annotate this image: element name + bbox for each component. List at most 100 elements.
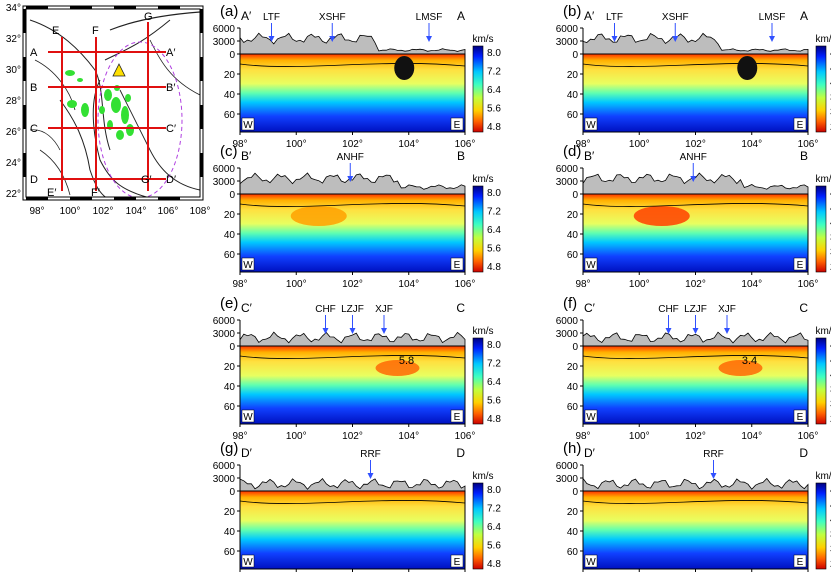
fault-arrowhead	[724, 328, 730, 334]
profile-letter: G	[144, 11, 153, 23]
x-tick-label: 104°	[741, 431, 762, 442]
west-label: W	[243, 120, 253, 131]
profile-start-label: B′	[584, 149, 595, 163]
lon-label: 98°	[29, 206, 44, 217]
east-label: E	[454, 260, 461, 271]
fault-label: LZJF	[341, 304, 364, 315]
colorbar-tick-label: 8.0	[487, 485, 501, 496]
fault-arrowhead	[381, 328, 387, 334]
x-tick-label: 100°	[629, 139, 650, 150]
elevation-tick-label: 3000	[556, 474, 579, 485]
x-tick-label: 98°	[575, 139, 590, 150]
x-tick-label: 102°	[342, 279, 363, 290]
depth-tick-label: 20	[224, 70, 236, 81]
west-label: W	[586, 120, 596, 131]
profile-letter: C	[30, 123, 38, 135]
east-label: E	[454, 120, 461, 131]
profile-end-label: C	[799, 301, 808, 315]
lon-label: 108°	[190, 206, 210, 217]
x-tick-label: 106°	[455, 431, 476, 442]
fault-line	[119, 89, 200, 191]
topography	[582, 32, 809, 55]
profile-start-label: A′	[584, 9, 595, 23]
colorbar-title: km/s	[815, 34, 831, 45]
depth-tick-label: 40	[567, 230, 579, 241]
profile-letter: B	[30, 82, 37, 94]
colorbar	[472, 185, 484, 273]
fault-line	[92, 79, 149, 197]
x-tick-label: 104°	[741, 279, 762, 290]
colorbar-title: km/s	[472, 326, 493, 337]
velocity-section	[239, 53, 466, 133]
colorbar-title: km/s	[815, 326, 831, 337]
east-box	[793, 257, 807, 271]
fault-arrowhead	[672, 36, 679, 42]
east-label: E	[454, 412, 461, 423]
topography	[239, 172, 466, 195]
topography	[239, 331, 466, 347]
colorbar-tick-label: 6.4	[487, 377, 501, 388]
elevation-tick-label: 6000	[556, 316, 579, 327]
x-tick-label: 98°	[575, 431, 590, 442]
fault-label: RRF	[703, 449, 724, 460]
colorbar-title: km/s	[472, 34, 493, 45]
colorbar-tick-label: 8.0	[487, 48, 501, 59]
x-tick-label: 106°	[798, 431, 819, 442]
colorbar-tick-label: 7.2	[487, 504, 501, 515]
x-tick-label: 102°	[685, 279, 706, 290]
fault-label: LZJF	[684, 304, 707, 315]
east-box	[450, 117, 464, 131]
east-box	[793, 117, 807, 131]
x-tick-label: 98°	[232, 279, 247, 290]
depth-tick-label: 20	[224, 362, 236, 373]
velocity-section	[582, 53, 809, 133]
west-label: W	[586, 260, 596, 271]
west-box	[241, 554, 255, 568]
depth-tick-label: 40	[224, 90, 236, 101]
depth-tick-label: 60	[567, 250, 579, 261]
profile-lines	[48, 22, 166, 191]
fault-label: ANHF	[337, 152, 364, 163]
profile-letter: G′	[141, 174, 152, 186]
profile-end-label: D	[456, 446, 465, 460]
elevation-tick-label: 3000	[213, 177, 236, 188]
panel-label: (c)	[220, 143, 238, 160]
fault-label: LTF	[606, 12, 623, 23]
east-box	[450, 257, 464, 271]
colorbar	[472, 337, 484, 425]
east-label: E	[797, 412, 804, 423]
profile-panel: (d) B′ B 6000 3000 0 ANHF 20 40 60 W E 98° 100° 102° 10…	[556, 143, 831, 290]
profile-letter: D	[30, 174, 38, 186]
x-tick-label: 98°	[575, 279, 590, 290]
colorbar-tick-label: 6.4	[487, 85, 501, 96]
fault-label: CHF	[315, 304, 336, 315]
elevation-tick-label: 0	[572, 190, 578, 201]
profile-end-label: B	[457, 149, 465, 163]
depth-tick-label: 40	[567, 90, 579, 101]
fault-line	[59, 99, 107, 197]
fault-arrowhead	[322, 328, 329, 334]
colorbar-title: km/s	[815, 471, 831, 482]
x-tick-label: 104°	[398, 279, 419, 290]
contour-line	[582, 500, 809, 504]
x-tick-label: 102°	[342, 431, 363, 442]
elevation-tick-label: 6000	[213, 316, 236, 327]
depth-tick-label: 20	[567, 70, 579, 81]
lat-label: 24°	[6, 158, 21, 169]
map-frame	[22, 5, 204, 201]
velocity-section	[582, 490, 809, 570]
elevation-tick-label: 0	[229, 50, 235, 61]
west-box	[241, 117, 255, 131]
panel-label: (f)	[563, 295, 577, 312]
contour-line	[582, 63, 809, 67]
elevation-tick-label: 0	[229, 342, 235, 353]
elevation-tick-label: 0	[572, 487, 578, 498]
topography	[239, 32, 466, 55]
fault-label: XJF	[375, 304, 393, 315]
colorbar	[815, 482, 827, 570]
elevation-tick-label: 3000	[556, 37, 579, 48]
x-tick-label: 104°	[398, 431, 419, 442]
fault-label: CHF	[658, 304, 679, 315]
profile-panel: (c) B′ B 6000 3000 0 ANHF 20 40 60 W E 98° 100° 102° 10…	[213, 143, 502, 290]
